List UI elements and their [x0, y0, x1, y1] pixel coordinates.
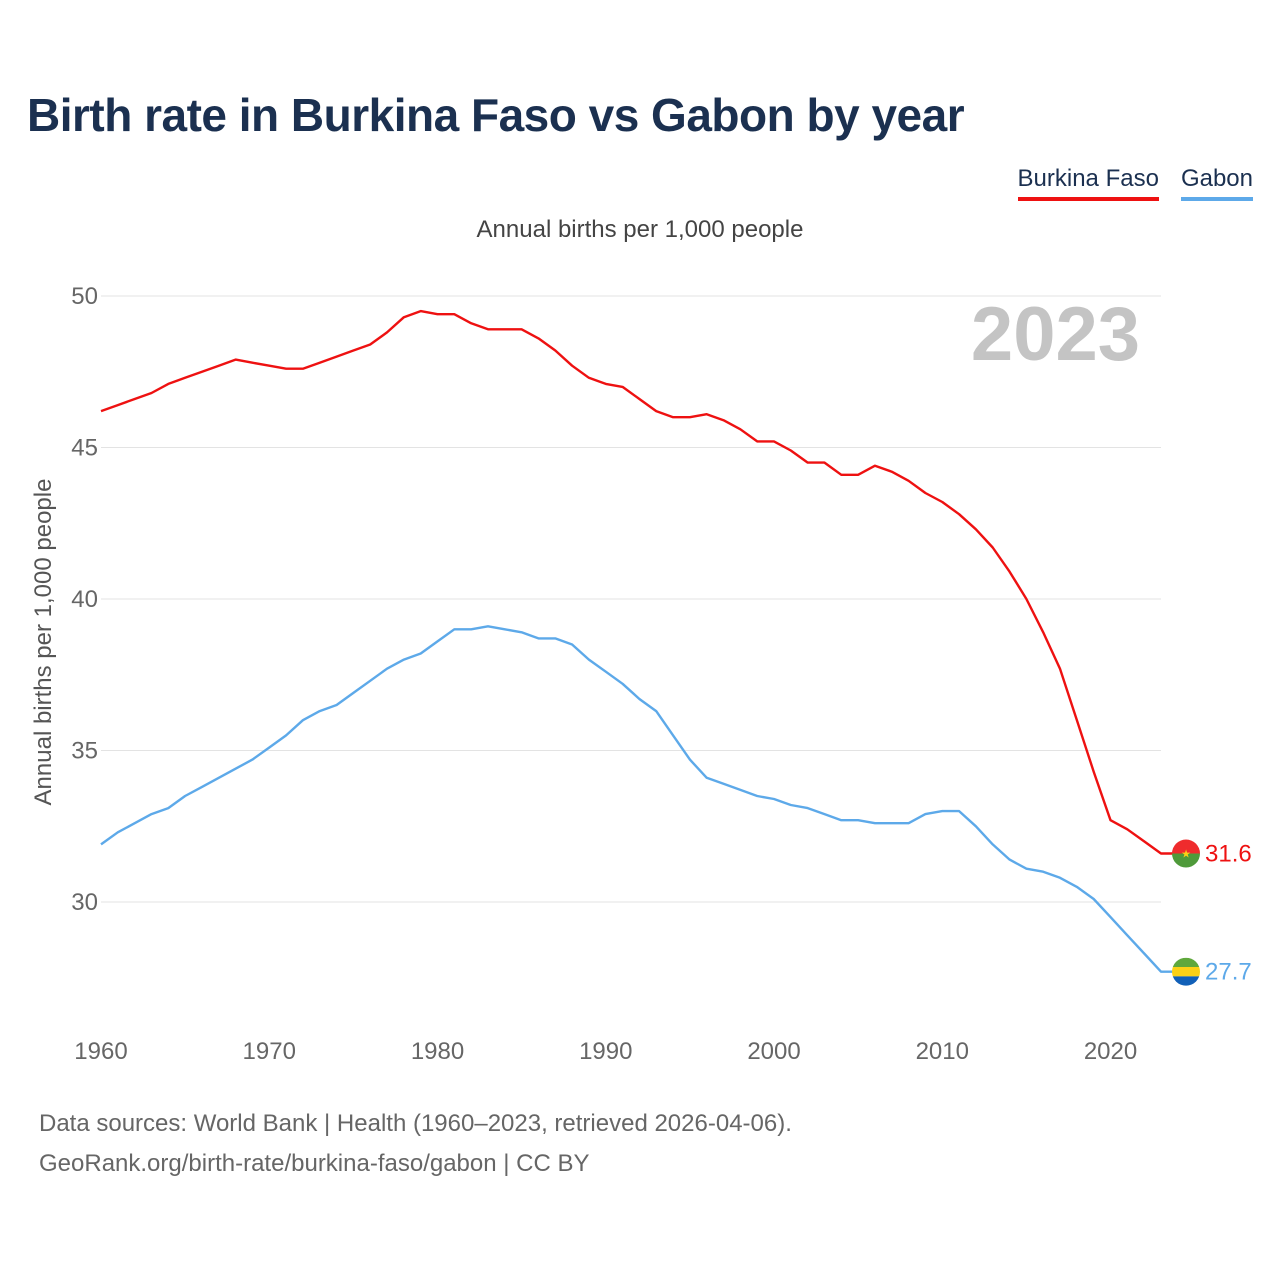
- legend-item-gabon[interactable]: Gabon: [1180, 164, 1253, 201]
- x-tick-label: 1990: [579, 1038, 632, 1065]
- y-axis-label: Annual births per 1,000 people: [30, 479, 57, 806]
- series-line-gabon[interactable]: [100, 625, 1186, 973]
- flag-icon-burkina-faso: ★: [1172, 839, 1200, 868]
- svg-text:★: ★: [1181, 848, 1191, 861]
- footer: Data sources: World Bank | Health (1960–…: [39, 1104, 792, 1184]
- x-tick-label: 1970: [243, 1038, 296, 1065]
- x-tick-label: 2010: [916, 1038, 969, 1065]
- flag-icon-gabon: [1172, 957, 1200, 986]
- x-tick-label: 2020: [1084, 1038, 1137, 1065]
- year-watermark: 2023: [971, 292, 1140, 377]
- y-tick-label: 35: [71, 738, 98, 765]
- legend: Burkina Faso Gabon: [1017, 164, 1253, 201]
- series-line-burkina-faso[interactable]: [100, 309, 1186, 855]
- end-value-label-gabon: 27.7: [1205, 959, 1252, 986]
- end-value-label-burkina-faso: 31.6: [1205, 841, 1252, 868]
- y-tick-label: 45: [71, 435, 98, 462]
- y-tick-label: 50: [71, 283, 98, 310]
- y-tick-label: 40: [71, 586, 98, 613]
- chart-subtitle: Annual births per 1,000 people: [476, 216, 804, 243]
- data-source-note: Data sources: World Bank | Health (1960–…: [39, 1110, 792, 1137]
- source-link[interactable]: GeoRank.org/birth-rate/burkina-faso/gabo…: [39, 1150, 590, 1177]
- x-tick-label: 1980: [411, 1038, 464, 1065]
- chart-title: Birth rate in Burkina Faso vs Gabon by y…: [27, 89, 965, 141]
- y-tick-label: 30: [71, 889, 98, 916]
- legend-item-burkina-faso[interactable]: Burkina Faso: [1017, 164, 1159, 201]
- x-tick-label: 2000: [747, 1038, 800, 1065]
- x-tick-label: 1960: [74, 1038, 127, 1065]
